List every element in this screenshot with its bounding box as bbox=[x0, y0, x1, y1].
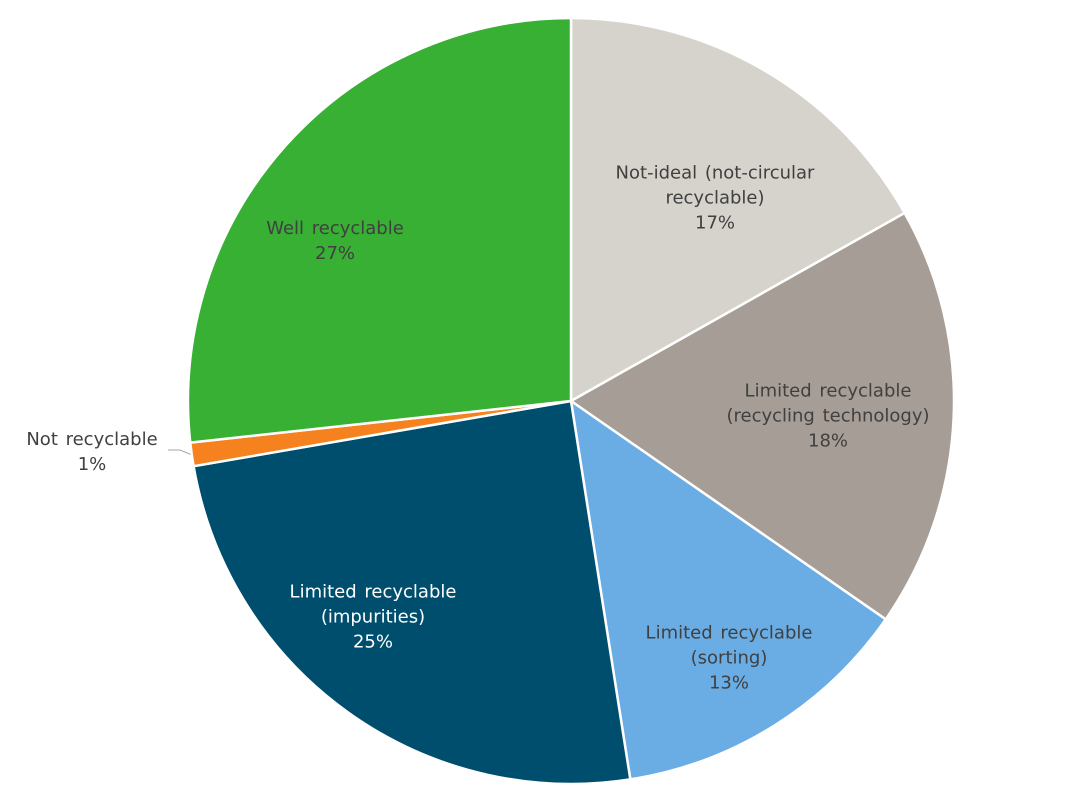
category-label: Well recyclable bbox=[266, 218, 404, 239]
value-label: 1% bbox=[77, 454, 107, 475]
pie-slice bbox=[569, 16, 907, 404]
value-label: 27% bbox=[314, 243, 356, 264]
slice-label: Not recyclable 1% bbox=[26, 427, 157, 477]
value-label: 13% bbox=[708, 672, 749, 694]
category-label: Not recyclable bbox=[26, 429, 158, 450]
slice-label: Limited recyclable (sorting) 13% bbox=[646, 621, 813, 696]
category-label: Limited recyclable (recycling technology… bbox=[726, 380, 930, 427]
pie-slice bbox=[569, 398, 888, 781]
pie-slice bbox=[192, 399, 632, 786]
slice-label: Limited recyclable (impurities) 25% bbox=[290, 580, 457, 655]
category-label: Not-ideal (not-circular recyclable) bbox=[615, 162, 815, 209]
value-label: 18% bbox=[807, 430, 849, 452]
value-label: 25% bbox=[352, 631, 393, 653]
value-label: 17% bbox=[694, 212, 736, 234]
category-label: Limited recyclable (impurities) bbox=[289, 581, 457, 628]
slice-label: Well recyclable 27% bbox=[266, 216, 404, 266]
pie-slice bbox=[568, 211, 956, 622]
slice-label: Not-ideal (not-circular recyclable) 17% bbox=[616, 161, 815, 236]
leader-line bbox=[168, 449, 193, 456]
pie-slice bbox=[186, 16, 573, 444]
slice-label: Limited recyclable (recycling technology… bbox=[726, 379, 929, 454]
category-label: Limited recyclable (sorting) bbox=[645, 622, 813, 669]
